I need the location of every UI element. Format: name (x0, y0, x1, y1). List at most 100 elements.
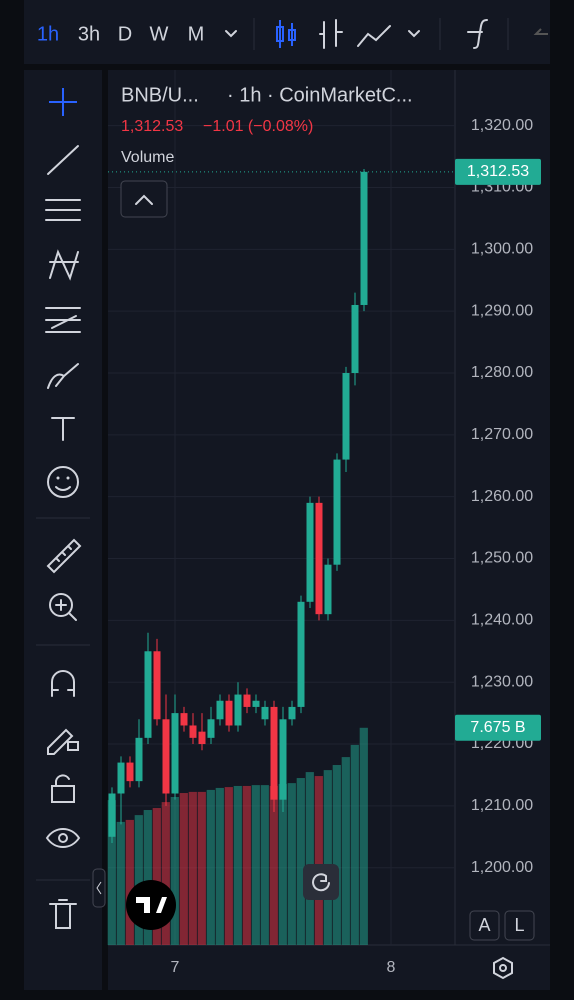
candle-body (189, 725, 197, 738)
price-badge-bg (455, 158, 541, 185)
interval-button[interactable]: D (118, 23, 132, 45)
y-tick-label: 1,230.00 (471, 673, 533, 690)
volume-title: Volume (121, 149, 174, 166)
chart: 1,320.001,310.001,300.001,290.001,280.00… (107, 70, 541, 976)
candle-body (288, 706, 296, 720)
volume-bar (260, 785, 269, 945)
candle-body (144, 651, 152, 738)
candle-body (180, 713, 188, 726)
volume-bar (134, 815, 143, 945)
last-price: 1,312.53 (121, 118, 183, 135)
candle-body (270, 706, 278, 800)
fib-tool[interactable] (45, 199, 81, 221)
collapse-button[interactable] (120, 180, 168, 218)
y-tick-label: 1,290.00 (471, 302, 533, 319)
volume-bar (242, 785, 251, 945)
interval-bar: 1h 3h D W M (37, 23, 204, 45)
trend-line-tool[interactable] (47, 145, 79, 175)
brush-tool[interactable] (47, 363, 79, 389)
emoji-tool[interactable] (47, 466, 79, 498)
source: · 1h · CoinMarketC... (227, 84, 413, 106)
delete-tool[interactable] (49, 899, 77, 929)
volume-bar (188, 791, 197, 945)
interval-button[interactable]: 1h (37, 23, 59, 45)
indicators-icon[interactable] (467, 19, 488, 49)
candle-body (117, 762, 125, 794)
volume-bar (305, 772, 314, 945)
ruler-tool[interactable] (46, 538, 82, 574)
text-tool[interactable] (51, 417, 75, 441)
zoom-tool[interactable] (49, 593, 77, 621)
crosshair-tool[interactable] (49, 88, 77, 116)
price-badge: 1,312.53 (467, 163, 529, 180)
volume-bar (332, 765, 341, 945)
y-tick-label: 1,240.00 (471, 612, 533, 629)
candle-body (360, 171, 368, 305)
interval-button[interactable]: M (188, 23, 205, 45)
candle-body (261, 706, 269, 720)
candle-body (135, 737, 143, 782)
y-tick-label: 1,210.00 (471, 797, 533, 814)
y-tick-label: 1,300.00 (471, 241, 533, 258)
volume-bar (197, 791, 206, 945)
volume-bar (116, 821, 125, 945)
volume-badge: 7.675 B (470, 719, 525, 736)
area-icon[interactable] (357, 25, 391, 47)
pattern-tool[interactable] (49, 249, 79, 281)
volume-bar (224, 787, 233, 945)
scale-button[interactable]: A (478, 915, 490, 935)
scale-button-bg[interactable] (469, 910, 500, 941)
candle-body (324, 564, 332, 615)
scale-button-bg[interactable] (504, 910, 535, 941)
dropdown[interactable] (225, 30, 237, 38)
candle-body (126, 762, 134, 782)
dropdown[interactable] (408, 30, 420, 38)
undo-icon[interactable] (533, 28, 548, 35)
candle-body (279, 719, 287, 800)
volume-bar (269, 785, 278, 945)
interval-button[interactable]: W (150, 23, 169, 45)
volume-bar (314, 776, 323, 945)
lock-drawing-tool[interactable] (47, 728, 79, 755)
prediction-tool[interactable] (45, 307, 81, 333)
candle-body (162, 719, 170, 794)
volume-bar (107, 800, 116, 945)
y-tick-label: 1,250.00 (471, 550, 533, 567)
hide-tool[interactable] (45, 828, 81, 848)
volume-bar (359, 727, 368, 945)
volume-bar (341, 757, 350, 945)
lock-tool[interactable] (51, 774, 75, 803)
candle-body (342, 373, 350, 460)
symbol: BNB/U... (121, 84, 199, 106)
candle-body (153, 651, 161, 720)
y-tick-label: 1,320.00 (471, 117, 533, 134)
tradingview-logo (126, 880, 176, 930)
scale-button[interactable]: L (514, 915, 524, 935)
candle-icon[interactable] (276, 20, 296, 48)
candle-body (234, 694, 242, 726)
candle-body (198, 731, 206, 745)
volume-bar (296, 778, 305, 945)
candle-body (297, 601, 305, 707)
x-tick-label: 8 (387, 959, 396, 976)
volume-bar (170, 796, 179, 945)
candle-body (108, 793, 116, 837)
reset-button[interactable] (303, 864, 339, 900)
panel-handle[interactable] (92, 868, 106, 908)
candle-body (171, 713, 179, 794)
magnet-tool[interactable] (51, 670, 75, 697)
candle-body (315, 502, 323, 615)
y-tick-label: 1,280.00 (471, 364, 533, 381)
toolbar-icons (225, 18, 548, 50)
top-toolbar (24, 0, 550, 64)
volume-bar (233, 785, 242, 945)
change: −1.01 (−0.08%) (203, 118, 313, 135)
bars-icon[interactable] (319, 19, 343, 49)
interval-button[interactable]: 3h (78, 23, 100, 45)
volume-bar (278, 783, 287, 945)
candle-body (351, 304, 359, 374)
drawing-tools (36, 88, 90, 929)
settings-icon[interactable] (493, 956, 513, 980)
candle-body (243, 694, 251, 707)
